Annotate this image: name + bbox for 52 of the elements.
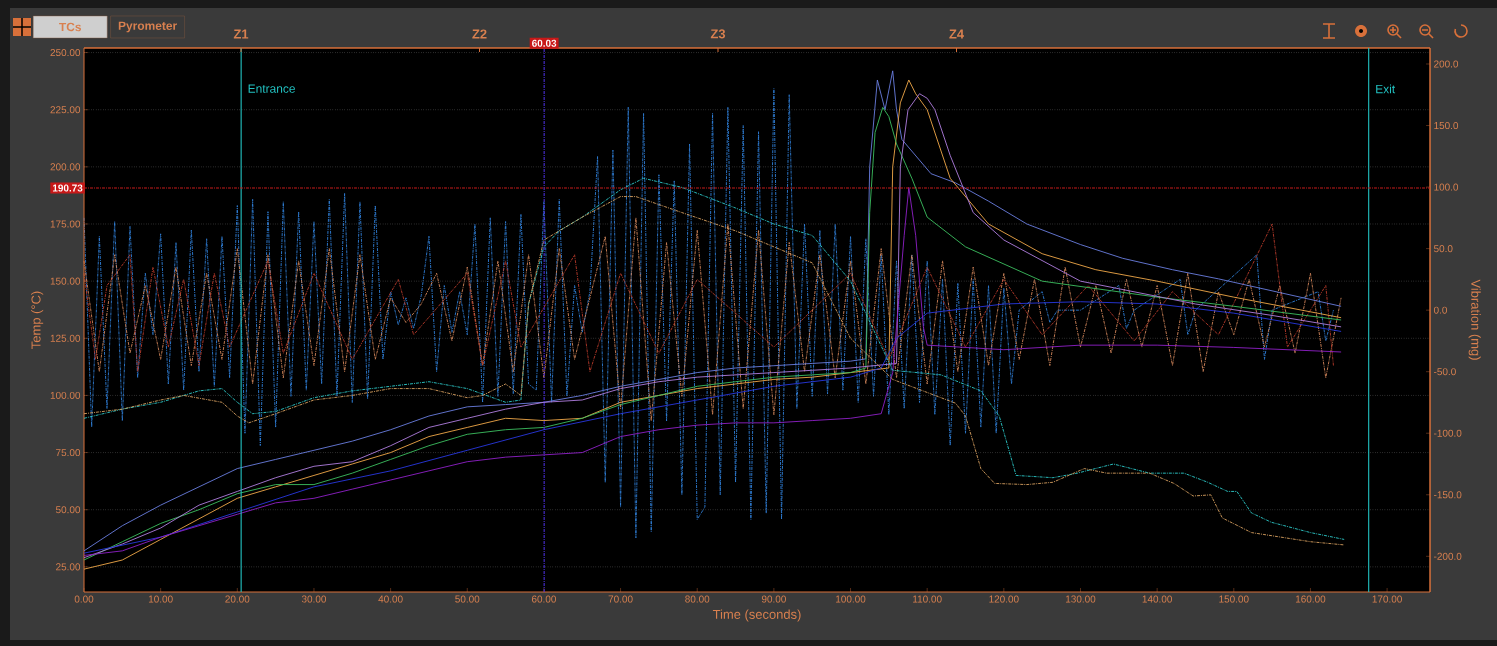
x-tick-label: 80.00: [685, 595, 710, 603]
line-series: [83, 301, 1342, 554]
y2-tick-label: 150.0: [1434, 122, 1459, 130]
y-tick-label: 50.00: [55, 506, 81, 514]
y-tick-label: 25.00: [56, 563, 81, 571]
y-tick-label: 200.00: [50, 163, 81, 171]
ref-line-label: 190.73: [52, 184, 83, 192]
text: TCs: [59, 22, 81, 32]
y2-tick-label: -100.0: [1433, 429, 1462, 437]
x-tick-label: 100.00: [836, 595, 866, 603]
y2-tick-label: 0.0: [1433, 306, 1448, 314]
y-tick-label: 75.00: [56, 449, 81, 457]
x-tick-label: 40.00: [378, 595, 403, 603]
x-tick-label: 110.00: [913, 595, 942, 603]
text: Pyrometer: [118, 21, 177, 33]
x-axis-title: Time (seconds): [712, 609, 801, 622]
y-tick-label: 150.00: [50, 277, 81, 285]
text: Z1: [233, 29, 249, 39]
x-tick-label: 170.00: [1372, 595, 1402, 603]
x-tick-label: 90.00: [761, 595, 786, 603]
x-tick-label: 20.00: [225, 595, 250, 603]
y2-tick-label: 200.0: [1434, 60, 1459, 68]
x-tick-label: 0.00: [74, 595, 94, 603]
y-tick-label: 225.00: [50, 106, 81, 114]
text: Z2: [472, 29, 487, 39]
text: Z3: [710, 29, 726, 39]
y-tick-label: 125.00: [50, 334, 81, 342]
x-tick-label: 130.00: [1066, 595, 1096, 603]
x-tick-label: 50.00: [455, 595, 480, 603]
x-tick-label: 30.00: [301, 595, 327, 603]
x-tick-label: 150.00: [1219, 595, 1249, 603]
x-tick-label: 60.00: [531, 595, 556, 603]
y-tick-label: 100.00: [50, 391, 81, 399]
y2-tick-label: -200.0: [1433, 552, 1462, 560]
y-tick-label: 175.00: [50, 220, 81, 228]
y2-axis-title: Vibration (mg): [1468, 279, 1481, 360]
y2-tick-label: -150.0: [1433, 491, 1462, 499]
y2-tick-label: -50.0: [1433, 368, 1456, 376]
x-tick-label: 160.00: [1295, 595, 1326, 603]
line-series: [83, 223, 1334, 373]
x-tick-label: 120.00: [989, 595, 1019, 603]
y2-tick-label: 50.0: [1433, 245, 1453, 253]
y2-tick-label: 100.0: [1434, 183, 1459, 191]
x-tick-label: 140.00: [1142, 595, 1172, 603]
ref-line-label: 60.03: [532, 39, 557, 47]
ref-line-label: Entrance: [248, 84, 295, 93]
ref-line-label: Exit: [1376, 84, 1396, 94]
y-axis-title: Temp (°C): [31, 291, 44, 349]
x-tick-label: 70.00: [608, 595, 633, 603]
y-tick-label: 250.00: [50, 49, 81, 57]
x-tick-label: 10.00: [148, 595, 173, 603]
text: Z4: [949, 29, 965, 39]
